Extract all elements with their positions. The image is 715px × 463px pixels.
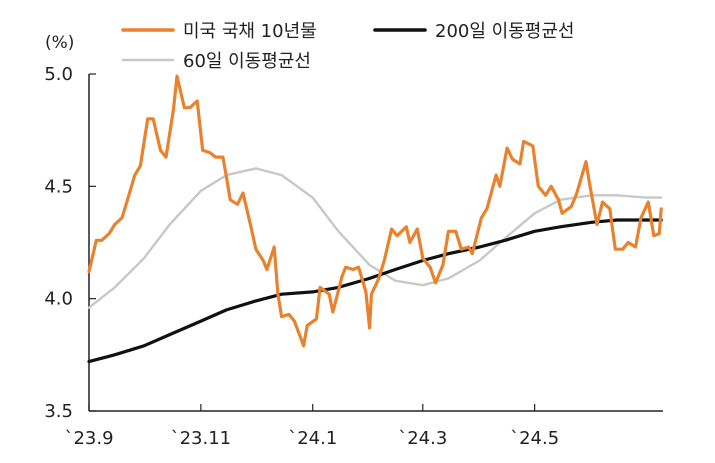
y-tick-label: 4.5 — [44, 176, 73, 197]
y-tick-label: 5.0 — [44, 64, 73, 85]
y-tick-label: 4.0 — [44, 289, 73, 310]
series-layer — [87, 74, 663, 364]
x-tick-label: `23.9 — [64, 428, 113, 449]
axes: 5.0 4.5 4.0 3.5 `23.9 `23.11 `24.1 `24.3 `24.5 — [44, 64, 663, 449]
legend-item-ma200: 200일 이동평균선 — [373, 21, 574, 42]
x-tick-label: `23.11 — [171, 428, 232, 449]
legend-label: 60일 이동평균선 — [183, 51, 311, 72]
y-tick-label: 3.5 — [44, 401, 73, 422]
legend-label: 미국 국채 10년물 — [183, 21, 317, 42]
legend-label: 200일 이동평균선 — [435, 21, 574, 42]
legend: 미국 국채 10년물 200일 이동평균선 60일 이동평균선 — [121, 21, 574, 72]
y-unit-label: (%) — [45, 33, 74, 53]
x-tick-label: `24.3 — [398, 428, 447, 449]
series-ma200-line — [87, 218, 663, 364]
legend-item-10y-yield: 미국 국채 10년물 — [121, 21, 317, 42]
legend-item-ma60: 60일 이동평균선 — [121, 51, 311, 72]
x-tick-label: `24.1 — [288, 428, 337, 449]
x-tick-label: `24.5 — [510, 428, 559, 449]
series-10y-yield-line — [87, 74, 663, 348]
